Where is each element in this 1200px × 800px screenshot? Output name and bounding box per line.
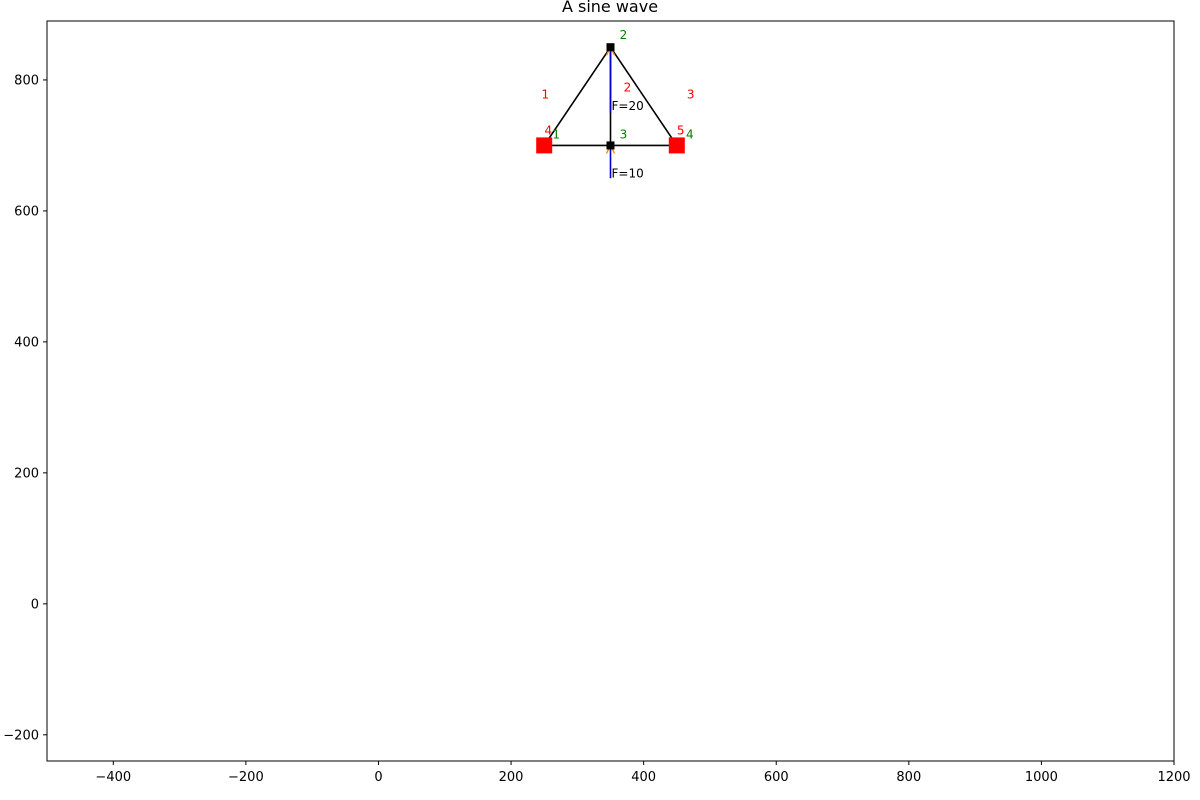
support-marker bbox=[536, 137, 553, 154]
y-tick-label: 600 bbox=[14, 204, 39, 219]
x-tick-label: 600 bbox=[764, 770, 789, 785]
y-tick-label: 200 bbox=[14, 466, 39, 481]
chart-title: A sine wave bbox=[562, 0, 658, 16]
node-label: 1 bbox=[552, 127, 560, 141]
truss-member bbox=[609, 46, 678, 146]
axes-layer: −400 −200 0 200 400 600 800 1000 1200 −200 0 200 400… bbox=[3, 73, 1190, 785]
x-tick-label: −200 bbox=[228, 770, 264, 785]
x-tick-label: 0 bbox=[374, 770, 382, 785]
element-label: 1 bbox=[542, 87, 550, 101]
y-tick-label: 400 bbox=[14, 335, 39, 350]
loads-layer: F=20 F=10 bbox=[605, 45, 644, 180]
x-tick-label: 1200 bbox=[1157, 770, 1190, 785]
y-tick-label: 800 bbox=[14, 73, 39, 88]
node-label: 4 bbox=[686, 127, 694, 141]
support-marker bbox=[668, 137, 685, 154]
y-tick-label: −200 bbox=[3, 728, 39, 743]
nodes-layer bbox=[536, 43, 685, 154]
x-tick-label: 800 bbox=[896, 770, 921, 785]
x-tick-label: −400 bbox=[95, 770, 131, 785]
y-tick-label: 0 bbox=[31, 597, 39, 612]
load-label: F=10 bbox=[612, 166, 644, 180]
node-marker bbox=[606, 141, 615, 150]
x-tick-label: 400 bbox=[631, 770, 656, 785]
x-tick-label: 200 bbox=[499, 770, 524, 785]
truss-member bbox=[543, 46, 612, 146]
element-label: 3 bbox=[687, 87, 695, 101]
element-label: 5 bbox=[677, 123, 685, 137]
node-label: 2 bbox=[620, 28, 628, 42]
node-label: 3 bbox=[620, 127, 628, 141]
element-label: 4 bbox=[545, 123, 553, 137]
element-label: 2 bbox=[624, 80, 632, 94]
x-tick-label: 1000 bbox=[1025, 770, 1058, 785]
node-marker bbox=[606, 43, 615, 52]
plot-frame bbox=[46, 20, 1175, 762]
load-label: F=20 bbox=[612, 99, 644, 113]
